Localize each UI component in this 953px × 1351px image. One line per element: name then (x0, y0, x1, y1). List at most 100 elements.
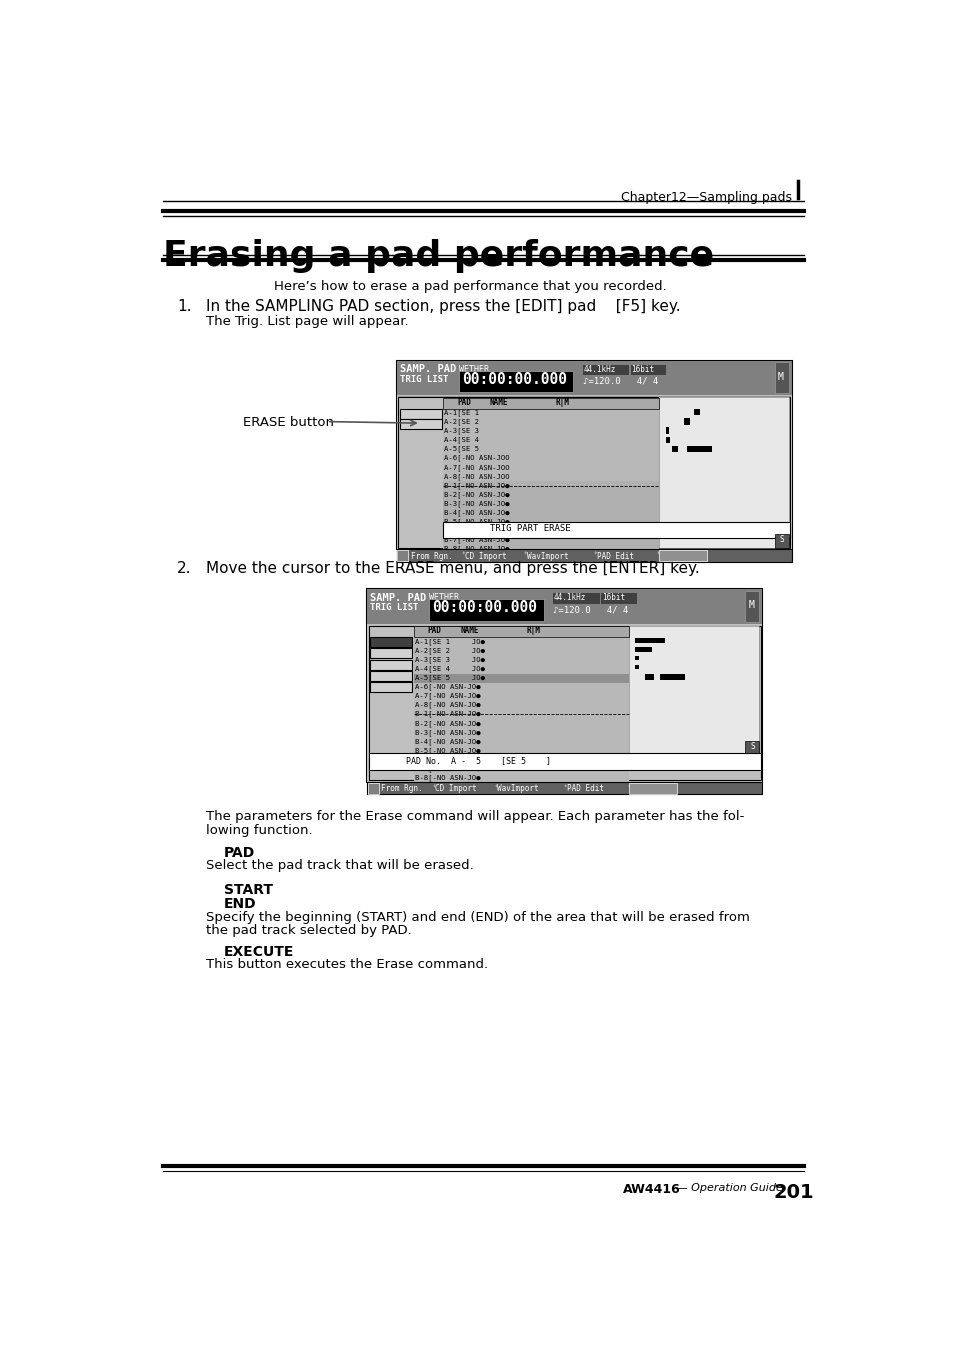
Text: Select the pad track that will be erased.: Select the pad track that will be erased… (206, 859, 474, 871)
Bar (367, 589, 761, 782)
Text: — Operation Guide: — Operation Guide (672, 1183, 781, 1193)
Text: A-2[SE 2: A-2[SE 2 (443, 419, 478, 426)
Text: PAD Edit: PAD Edit (596, 551, 633, 561)
Bar (414, 728, 629, 738)
Text: R|M: R|M (525, 627, 539, 635)
Text: From Rgn.: From Rgn. (381, 785, 422, 793)
Bar (443, 490, 658, 500)
Text: AW4416: AW4416 (622, 1183, 680, 1196)
Text: B-6[-NO ASN-JO●: B-6[-NO ASN-JO● (443, 527, 509, 534)
Bar (370, 659, 412, 670)
Bar (397, 397, 790, 549)
Text: ERASE ▾: ERASE ▾ (371, 638, 401, 644)
Text: Chapter12—Sampling pads: Chapter12—Sampling pads (620, 192, 792, 204)
Text: 201: 201 (772, 1183, 813, 1202)
Bar (399, 408, 441, 419)
Bar (443, 417, 658, 427)
Bar (644, 674, 654, 680)
Text: 1.: 1. (177, 299, 192, 315)
Bar (414, 692, 629, 701)
Bar (693, 409, 699, 416)
Text: CD Import: CD Import (464, 551, 506, 561)
Text: A-7[-NO ASN-JOO: A-7[-NO ASN-JOO (443, 463, 509, 470)
Text: PAD: PAD (224, 846, 254, 859)
Text: B-5[-NO ASN-JO●: B-5[-NO ASN-JO● (415, 747, 479, 754)
Text: the pad track selected by PAD.: the pad track selected by PAD. (206, 924, 412, 936)
Bar (443, 436, 658, 444)
Text: ERASE button: ERASE button (243, 416, 334, 430)
Bar (443, 500, 658, 508)
Text: NAME: NAME (489, 397, 508, 407)
Bar (635, 647, 652, 653)
Bar (414, 627, 629, 638)
Text: CD Import: CD Import (435, 785, 476, 793)
Text: TRIG LIST: TRIG LIST (399, 374, 448, 384)
Text: A-4[SE 4     JO●: A-4[SE 4 JO● (415, 665, 484, 671)
Text: 44.1kHz: 44.1kHz (554, 593, 586, 603)
Text: B-4[-NO ASN-JO●: B-4[-NO ASN-JO● (415, 738, 479, 744)
Text: PAD: PAD (427, 627, 441, 635)
Text: lowing function.: lowing function. (206, 824, 313, 836)
Text: WavImport: WavImport (497, 785, 538, 793)
Text: The Trig. List page will appear.: The Trig. List page will appear. (206, 315, 408, 327)
Text: ERASE ►: ERASE ► (400, 419, 433, 427)
Text: A-6[-NO ASN-JOO: A-6[-NO ASN-JOO (443, 455, 509, 462)
Bar (414, 738, 629, 746)
Bar (666, 436, 670, 443)
Text: A-4[SE 4: A-4[SE 4 (443, 436, 478, 443)
Bar (414, 719, 629, 728)
Text: A-2[SE 2     JO●: A-2[SE 2 JO● (415, 647, 484, 654)
Text: 16bit: 16bit (631, 365, 654, 374)
Bar (658, 397, 788, 549)
Bar (443, 471, 658, 481)
Text: Here’s how to erase a pad performance that you recorded.: Here’s how to erase a pad performance th… (274, 280, 666, 293)
Bar (630, 365, 666, 376)
Text: ♪=120.0   4/ 4: ♪=120.0 4/ 4 (553, 605, 628, 615)
Bar (414, 638, 629, 646)
Bar (744, 590, 759, 621)
Text: ♦: ♦ (494, 785, 497, 789)
Text: The parameters for the Erase command will appear. Each parameter has the fol-: The parameters for the Erase command wil… (206, 811, 743, 824)
Bar (629, 782, 677, 793)
Text: PAD Edit: PAD Edit (567, 785, 603, 793)
Text: ♦: ♦ (627, 785, 630, 789)
Bar (582, 365, 629, 376)
Bar (370, 648, 412, 658)
Text: In the SAMPLING PAD section, press the [EDIT] pad    [F5] key.: In the SAMPLING PAD section, press the [… (206, 299, 679, 315)
Bar (443, 517, 658, 527)
Text: ♦: ♦ (432, 785, 436, 789)
Text: B-4[-NO ASN-JO●: B-4[-NO ASN-JO● (443, 509, 509, 516)
Text: END: END (224, 897, 256, 911)
Text: TRIG LIST: TRIG LIST (370, 604, 418, 612)
Bar (443, 397, 658, 408)
Text: TRIG PART ERASE: TRIG PART ERASE (489, 524, 570, 534)
Bar (414, 655, 629, 665)
Text: ►: ► (397, 551, 403, 559)
Bar (396, 361, 791, 396)
Bar (414, 774, 629, 782)
Bar (658, 550, 706, 561)
Bar (683, 419, 690, 424)
Text: B-7[-NO ASN-JO●: B-7[-NO ASN-JO● (415, 765, 479, 771)
Bar (686, 446, 711, 451)
Text: ►: ► (369, 784, 374, 793)
Text: A-8[-NO ASN-JO●: A-8[-NO ASN-JO● (415, 701, 479, 708)
Text: PAD: PAD (371, 648, 384, 655)
Text: B-6[-NO ASN-JO●: B-6[-NO ASN-JO● (415, 757, 479, 763)
Text: A-1[SE 1: A-1[SE 1 (443, 409, 478, 416)
Bar (414, 755, 629, 765)
Bar (414, 765, 629, 774)
Bar (370, 670, 412, 681)
Text: Specify the beginning (START) and end (END) of the area that will be erased from: Specify the beginning (START) and end (E… (206, 911, 749, 924)
Text: This button executes the Erase command.: This button executes the Erase command. (206, 958, 488, 971)
Bar (553, 593, 599, 604)
Bar (443, 544, 658, 554)
Bar (370, 682, 412, 692)
Bar (399, 419, 441, 428)
Text: 44.1kHz: 44.1kHz (583, 365, 616, 374)
Text: 2.: 2. (177, 561, 192, 576)
Bar (414, 682, 629, 692)
Text: From Rgn.: From Rgn. (410, 551, 452, 561)
Text: EXECUTE: EXECUTE (224, 946, 294, 959)
Text: COPY ►: COPY ► (400, 408, 428, 417)
